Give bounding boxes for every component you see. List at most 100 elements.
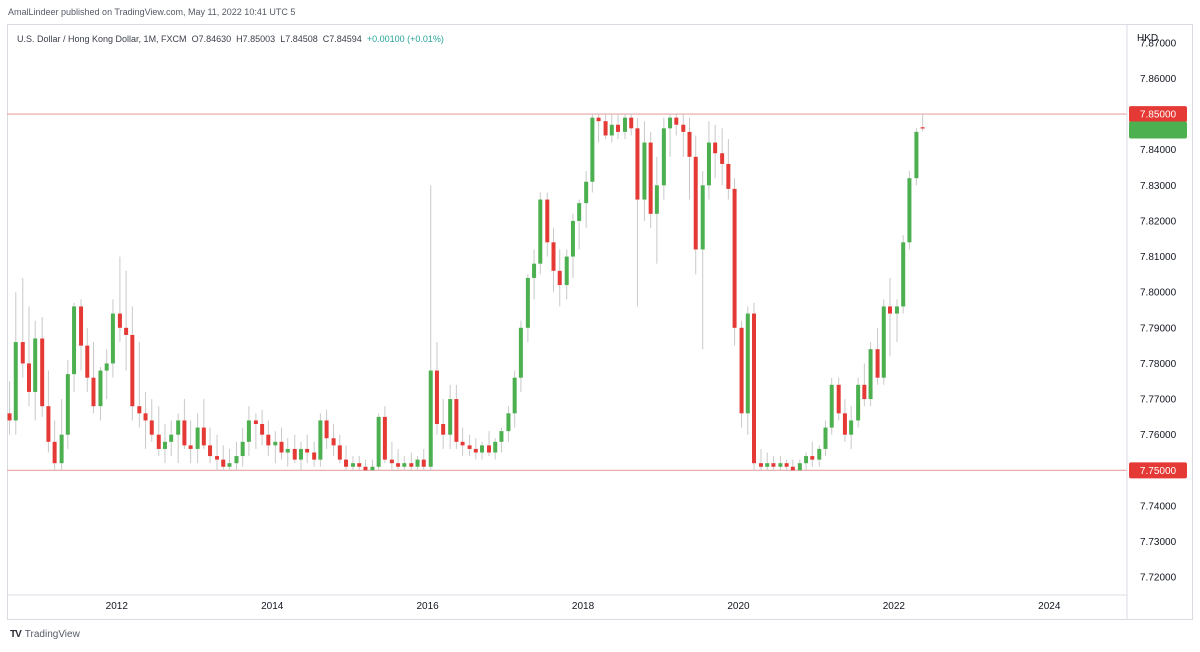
price-level-badge — [1129, 462, 1187, 479]
y-tick-label: 7.76000 — [1140, 430, 1177, 441]
candle-body — [448, 399, 453, 435]
y-tick-label: 7.77000 — [1140, 395, 1177, 406]
candle-body — [700, 185, 705, 250]
candle-body — [26, 363, 31, 392]
candle-body — [914, 131, 919, 179]
candle-body — [596, 117, 601, 122]
candle-body — [856, 384, 861, 421]
tradingview-watermark[interactable]: TV TradingView — [10, 629, 80, 640]
candle-body — [20, 342, 25, 364]
candle-body — [137, 406, 142, 414]
candle-body — [52, 441, 57, 464]
candle-body — [487, 445, 492, 453]
symbol-legend: U.S. Dollar / Hong Kong Dollar, 1M, FXCM… — [17, 34, 444, 44]
price-level-badge — [1129, 106, 1187, 123]
x-tick-label: 2024 — [1038, 601, 1061, 612]
x-tick-label: 2016 — [417, 601, 440, 612]
candle-body — [421, 459, 426, 467]
candle-body — [668, 117, 673, 129]
candle-body — [376, 416, 381, 467]
candle-body — [79, 306, 84, 346]
candle-body — [434, 370, 439, 424]
candle-body — [512, 377, 517, 414]
candle-body — [506, 413, 511, 432]
candle-body — [732, 188, 737, 328]
candle-body — [234, 456, 239, 464]
y-tick-label: 7.82000 — [1140, 216, 1177, 227]
candle-body — [551, 242, 556, 271]
candle-body — [817, 448, 822, 460]
candle-body — [143, 413, 148, 421]
candle-body — [518, 327, 523, 378]
candle-body — [215, 456, 220, 460]
y-tick-label: 7.83000 — [1140, 181, 1177, 192]
candle-body — [720, 153, 725, 164]
candle-body — [91, 377, 96, 407]
candle-body — [797, 463, 802, 471]
candle-body — [603, 121, 608, 136]
ohlc-high: H7.85003 — [236, 34, 276, 44]
candle-body — [661, 128, 666, 186]
ohlc-close: C7.84594 — [322, 34, 362, 44]
candle-body — [875, 349, 880, 378]
candle-body — [454, 399, 459, 442]
x-tick-label: 2022 — [883, 601, 906, 612]
candle-body — [240, 441, 245, 457]
candle-body — [894, 306, 899, 314]
candles — [7, 113, 925, 471]
price-level-badge-label: 7.75000 — [1140, 466, 1177, 477]
candle-body — [687, 131, 692, 157]
candle-body — [790, 466, 795, 471]
y-tick-label: 7.72000 — [1140, 573, 1177, 584]
candle-body — [110, 313, 115, 364]
candle-body — [59, 434, 64, 464]
candle-body — [745, 313, 750, 414]
candle-body — [351, 463, 356, 467]
candle-body — [887, 306, 892, 314]
candle-body — [441, 424, 446, 435]
candle-body — [273, 441, 278, 446]
candle-body — [104, 363, 109, 371]
candle-body — [635, 128, 640, 200]
candle-body — [149, 420, 154, 435]
candle-body — [467, 445, 472, 449]
candle-body — [584, 181, 589, 204]
candle-body — [253, 420, 258, 424]
candle-body — [713, 142, 718, 154]
y-tick-label: 7.78000 — [1140, 359, 1177, 370]
candle-body — [577, 203, 582, 221]
candle-body — [292, 448, 297, 460]
price-axis-currency: HKD — [1137, 33, 1159, 44]
candle-body — [363, 466, 368, 471]
candle-body — [545, 199, 550, 243]
candle-body — [706, 142, 711, 186]
candle-body — [654, 185, 659, 214]
candle-body — [525, 277, 530, 328]
candle-body — [46, 406, 51, 442]
candle-body — [473, 448, 478, 453]
ohlc-open: O7.84630 — [191, 34, 232, 44]
candle-body — [318, 420, 323, 460]
candle-body — [162, 441, 167, 449]
candle-body — [907, 178, 912, 243]
candle-body — [176, 420, 181, 435]
x-tick-label: 2020 — [727, 601, 750, 612]
candle-body — [285, 448, 290, 453]
y-tick-label: 7.87000 — [1140, 38, 1177, 49]
candle-body — [726, 163, 731, 189]
chart-frame — [7, 24, 1193, 620]
candle-body — [920, 127, 925, 129]
y-tick-label: 7.79000 — [1140, 323, 1177, 334]
candle-body — [570, 220, 575, 257]
candle-body — [337, 445, 342, 460]
candle-body — [836, 384, 841, 414]
candle-body — [227, 463, 232, 467]
candle-body — [415, 459, 420, 467]
candle-body — [771, 463, 776, 467]
candle-body — [564, 256, 569, 286]
candle-body — [13, 342, 18, 421]
candle-body — [629, 117, 634, 129]
candle-body — [493, 441, 498, 453]
current-price-badge — [1129, 121, 1187, 139]
